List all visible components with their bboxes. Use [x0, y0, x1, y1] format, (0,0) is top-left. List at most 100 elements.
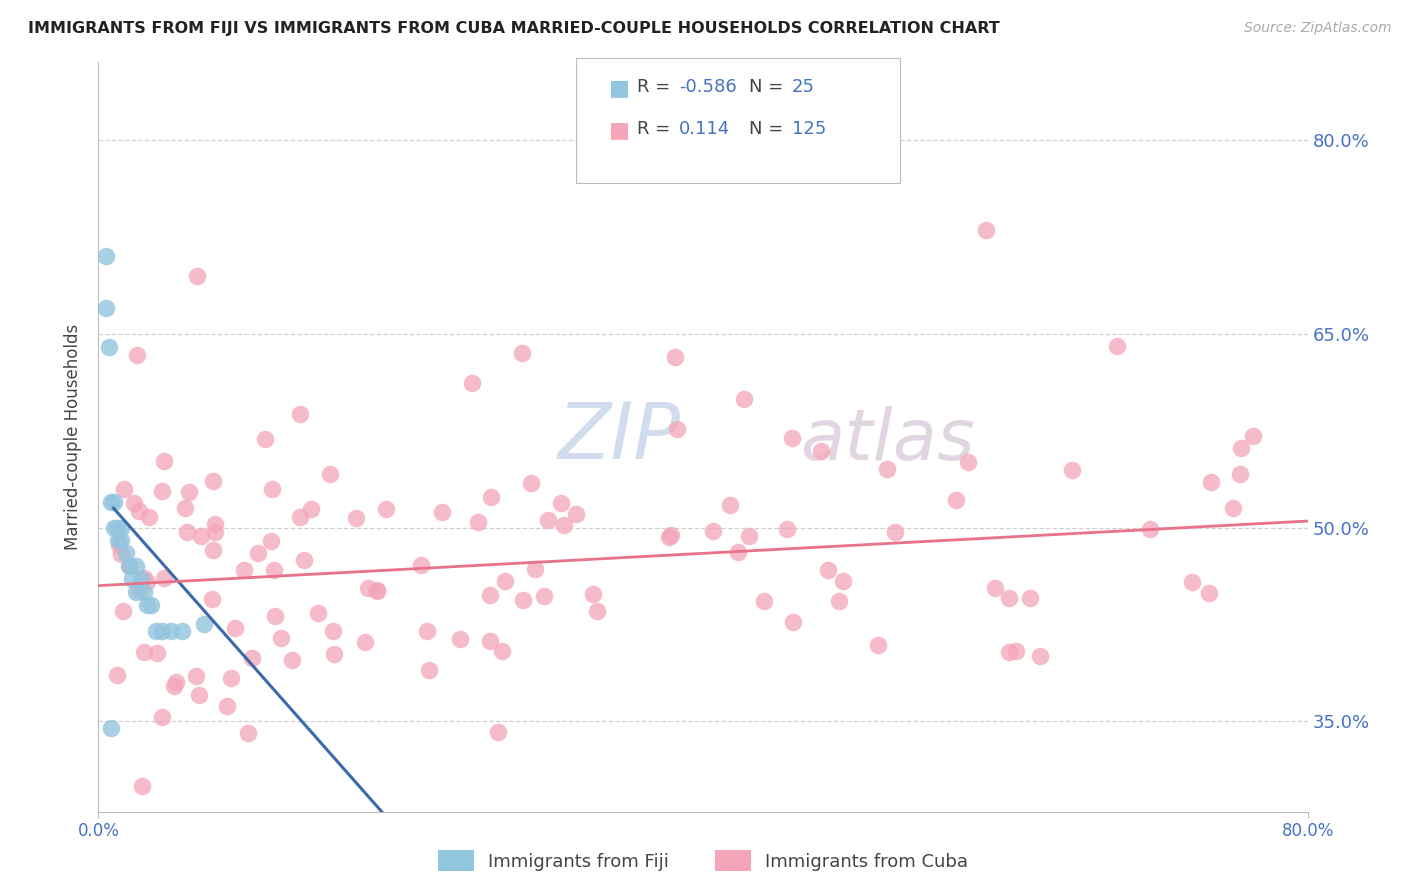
Point: [1062, 463, 1084, 477]
Point: [112, 482, 135, 496]
Point: [165, 674, 187, 689]
Point: [983, 581, 1005, 595]
Point: [150, 624, 173, 638]
Point: [114, 546, 136, 560]
Point: [1029, 649, 1052, 664]
Point: [94, 301, 117, 315]
Point: [201, 592, 224, 607]
Point: [150, 710, 173, 724]
Text: 25: 25: [792, 78, 814, 96]
Point: [565, 507, 588, 521]
Point: [550, 496, 572, 510]
Text: atlas: atlas: [800, 407, 974, 475]
Point: [135, 598, 157, 612]
Point: [132, 570, 155, 584]
Point: [202, 543, 225, 558]
Point: [103, 494, 125, 508]
Point: [128, 582, 150, 597]
Point: [659, 527, 682, 541]
Point: [174, 500, 197, 515]
Point: [418, 664, 440, 678]
Point: [219, 671, 242, 685]
Point: [1241, 428, 1264, 442]
Point: [217, 698, 239, 713]
Point: [817, 563, 839, 577]
Point: [322, 647, 344, 661]
Point: [263, 563, 285, 577]
Point: [105, 668, 128, 682]
Text: -0.586: -0.586: [679, 78, 737, 96]
Point: [665, 422, 688, 436]
Point: [193, 617, 215, 632]
Point: [702, 524, 724, 538]
Point: [658, 530, 681, 544]
Text: ■: ■: [609, 120, 630, 140]
Text: Source: ZipAtlas.com: Source: ZipAtlas.com: [1244, 21, 1392, 35]
Point: [145, 624, 167, 638]
Point: [449, 632, 471, 646]
Point: [260, 482, 283, 496]
Point: [738, 529, 761, 543]
Point: [121, 572, 143, 586]
Point: [288, 407, 311, 421]
Point: [478, 634, 501, 648]
Point: [998, 591, 1021, 605]
Point: [240, 651, 263, 665]
Point: [204, 524, 226, 539]
Point: [288, 509, 311, 524]
Point: [664, 350, 686, 364]
Point: [519, 475, 541, 490]
Point: [132, 585, 155, 599]
Point: [246, 546, 269, 560]
Y-axis label: Married-couple Households: Married-couple Households: [65, 324, 83, 550]
Point: [776, 522, 799, 536]
Point: [110, 520, 132, 534]
Point: [1139, 522, 1161, 536]
Point: [125, 559, 148, 574]
Point: [98, 340, 121, 354]
Point: [307, 607, 329, 621]
Point: [107, 533, 129, 548]
Point: [118, 559, 141, 574]
Point: [733, 392, 755, 406]
Point: [832, 574, 855, 588]
Point: [553, 518, 575, 533]
Point: [260, 533, 283, 548]
Point: [718, 499, 741, 513]
Point: [202, 474, 225, 488]
Point: [160, 624, 183, 638]
Point: [752, 593, 775, 607]
Point: [131, 779, 153, 793]
Point: [138, 509, 160, 524]
Point: [281, 653, 304, 667]
Point: [236, 726, 259, 740]
Point: [263, 608, 285, 623]
Point: [581, 586, 603, 600]
Point: [179, 484, 201, 499]
Point: [94, 249, 117, 263]
Point: [883, 525, 905, 540]
Text: R =: R =: [637, 78, 676, 96]
Text: N =: N =: [749, 78, 789, 96]
Point: [319, 467, 342, 482]
Point: [125, 585, 148, 599]
Point: [974, 223, 997, 237]
Point: [727, 545, 749, 559]
Point: [141, 598, 163, 612]
Point: [135, 574, 157, 589]
Point: [100, 494, 122, 508]
Point: [366, 584, 388, 599]
Text: ■: ■: [609, 78, 630, 98]
Point: [956, 455, 979, 469]
Text: 125: 125: [792, 120, 825, 138]
Point: [322, 624, 344, 638]
Point: [782, 615, 804, 629]
Point: [416, 624, 439, 638]
Point: [125, 348, 148, 362]
Point: [105, 520, 128, 534]
Point: [478, 588, 501, 602]
Point: [374, 501, 396, 516]
Text: ZIP: ZIP: [558, 399, 681, 475]
Point: [233, 563, 256, 577]
Point: [110, 533, 132, 548]
